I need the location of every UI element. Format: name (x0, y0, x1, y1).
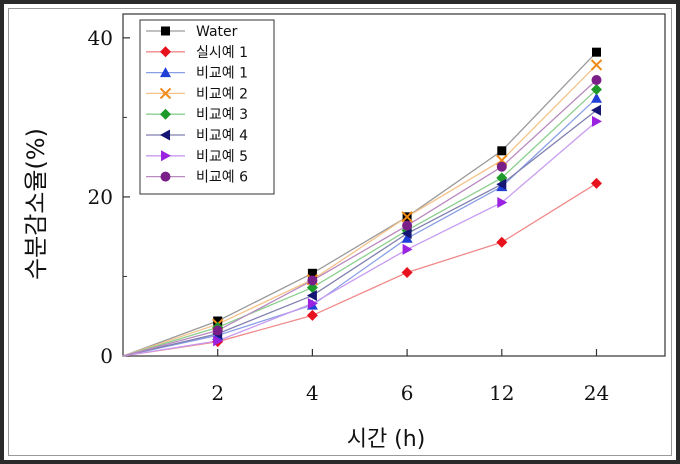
data-point-series-5 (306, 282, 318, 294)
data-point-series-4-stroke (590, 59, 603, 71)
series-line-4 (122, 64, 597, 357)
legend-label: 비교예 3 (196, 107, 248, 123)
legend-marker (161, 26, 170, 36)
data-point-series-4-stroke (401, 211, 413, 223)
legend-marker (160, 171, 171, 182)
data-point-series-8 (402, 220, 413, 231)
x-tick-label: 24 (584, 381, 609, 405)
data-point-series-1 (497, 146, 507, 156)
x-tick-label: 12 (489, 381, 514, 405)
series-line-5 (122, 89, 597, 357)
legend-label: 비교예 4 (196, 128, 248, 144)
series-line-8 (122, 79, 597, 357)
x-tick-label: 6 (401, 381, 414, 405)
legend-label: 비교예 1 (196, 66, 248, 82)
data-point-series-6 (591, 104, 601, 116)
data-point-series-4 (590, 59, 603, 71)
data-point-series-8 (591, 75, 602, 86)
series-line-2 (122, 182, 597, 357)
data-point-series-2 (591, 177, 602, 189)
data-point-series-2 (306, 309, 318, 321)
series-markers (211, 47, 603, 348)
legend-marker (160, 46, 171, 58)
legend-marker (161, 150, 171, 162)
y-axis-title: 수분감소율(%) (22, 128, 50, 280)
y-tick-label: 20 (88, 185, 113, 209)
data-point-series-4 (401, 211, 413, 223)
legend-label: 비교예 6 (196, 170, 248, 186)
data-point-series-7 (497, 196, 508, 208)
y-tick-label: 0 (100, 344, 113, 368)
legend-marker (160, 67, 171, 78)
data-point-series-2 (401, 266, 413, 278)
data-point-series-2 (496, 236, 508, 248)
legend-marker-stroke (159, 87, 172, 100)
data-point-series-3 (591, 92, 602, 103)
data-point-series-7 (592, 115, 602, 127)
legend-label: Water (196, 24, 238, 40)
legend: Water 실시예 1 비교예 1 비교예 2 비교예 3 비교예 4 비교예 5 비교예 6 (139, 19, 275, 195)
series-lines (122, 51, 597, 357)
data-point-series-6 (306, 290, 317, 302)
x-tick-label: 4 (306, 381, 319, 405)
legend-box (139, 19, 275, 195)
data-point-series-1 (307, 268, 317, 278)
legend-marker (159, 87, 172, 100)
data-point-series-1 (213, 316, 223, 326)
figure-inner-border (8, 8, 672, 456)
data-point-series-8 (307, 275, 318, 286)
legend-label: 비교예 5 (196, 149, 248, 165)
y-tick-label: 40 (88, 26, 113, 50)
series-line-7 (122, 120, 597, 357)
legend-label: 비교예 2 (196, 86, 248, 102)
data-point-series-7 (213, 335, 224, 347)
x-tick-label: 2 (211, 381, 224, 405)
plot-area (122, 13, 666, 357)
legend-label: 실시예 1 (196, 45, 248, 61)
data-point-series-3 (401, 232, 413, 243)
data-point-series-8 (212, 325, 223, 336)
series-line-6 (122, 109, 597, 357)
data-point-series-5 (591, 84, 602, 96)
x-axis-title: 시간 (h) (347, 427, 426, 452)
series-line-1 (122, 51, 597, 357)
data-point-series-7 (402, 243, 413, 255)
data-point-series-6 (496, 178, 507, 190)
legend-marker (160, 108, 171, 120)
data-point-series-7 (307, 298, 318, 310)
legend-marker (160, 129, 170, 141)
data-point-series-6 (401, 228, 412, 240)
data-point-series-8 (496, 161, 507, 172)
data-point-series-1 (592, 47, 601, 57)
